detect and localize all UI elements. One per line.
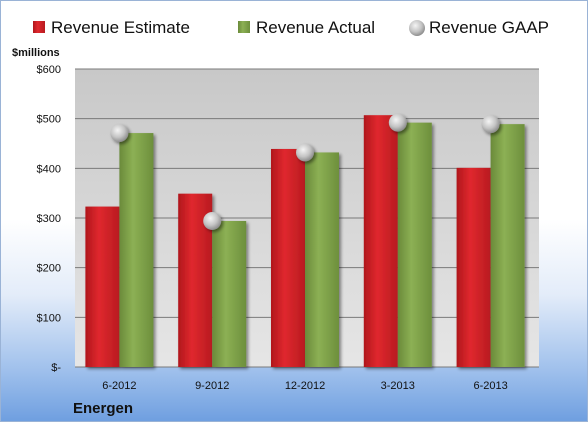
y-tick-label: $- xyxy=(51,362,61,374)
marker-revenue-gaap xyxy=(481,115,500,134)
marker-revenue-gaap xyxy=(388,113,407,132)
bar-revenue-estimate xyxy=(363,115,398,367)
bar-revenue-actual xyxy=(397,122,432,367)
y-axis-ticks: $- $100 $200 $300 $400 $500 $600 xyxy=(37,64,62,374)
legend-item: Revenue Estimate xyxy=(33,18,190,37)
bar-revenue-actual xyxy=(490,124,525,367)
bar-revenue-estimate xyxy=(271,148,305,367)
marker-revenue-gaap xyxy=(296,143,314,162)
legend-item: Revenue Actual xyxy=(238,18,375,37)
bar-revenue-estimate xyxy=(85,206,120,367)
bar-revenue-estimate xyxy=(456,167,491,367)
gaap-markers xyxy=(110,113,500,230)
bar-revenue-actual xyxy=(305,152,339,367)
marker-revenue-gaap xyxy=(110,124,129,143)
x-category-label: 9-2012 xyxy=(195,380,229,392)
legend: Revenue Estimate Revenue Actual Revenue GA… xyxy=(33,18,549,37)
x-category-label: 12-2012 xyxy=(285,380,325,392)
bar-revenue-actual xyxy=(212,220,247,367)
y-tick-label: $500 xyxy=(37,114,61,126)
legend-item: Revenue GAAP xyxy=(409,18,549,37)
legend-swatch xyxy=(409,20,425,36)
legend-swatch xyxy=(33,21,45,33)
company-label: Energen xyxy=(73,400,133,417)
legend-swatch xyxy=(238,21,250,33)
bars xyxy=(85,115,525,367)
marker-revenue-gaap xyxy=(203,211,222,230)
y-tick-label: $300 xyxy=(37,213,61,225)
x-axis-categories: 6-2012 9-2012 12-2012 3-2013 6-2013 xyxy=(102,380,507,392)
y-tick-label: $400 xyxy=(37,163,61,175)
x-category-label: 6-2012 xyxy=(102,380,136,392)
y-axis-unit-label: $millions xyxy=(12,47,60,59)
bar-revenue-actual xyxy=(119,133,154,367)
legend-label: Revenue Estimate xyxy=(51,18,190,37)
y-tick-label: $100 xyxy=(37,312,61,324)
y-tick-label: $600 xyxy=(37,64,61,76)
y-tick-label: $200 xyxy=(37,263,61,275)
legend-label: Revenue GAAP xyxy=(429,18,549,37)
legend-label: Revenue Actual xyxy=(256,18,375,37)
x-category-label: 3-2013 xyxy=(381,380,415,392)
x-category-label: 6-2013 xyxy=(473,380,507,392)
